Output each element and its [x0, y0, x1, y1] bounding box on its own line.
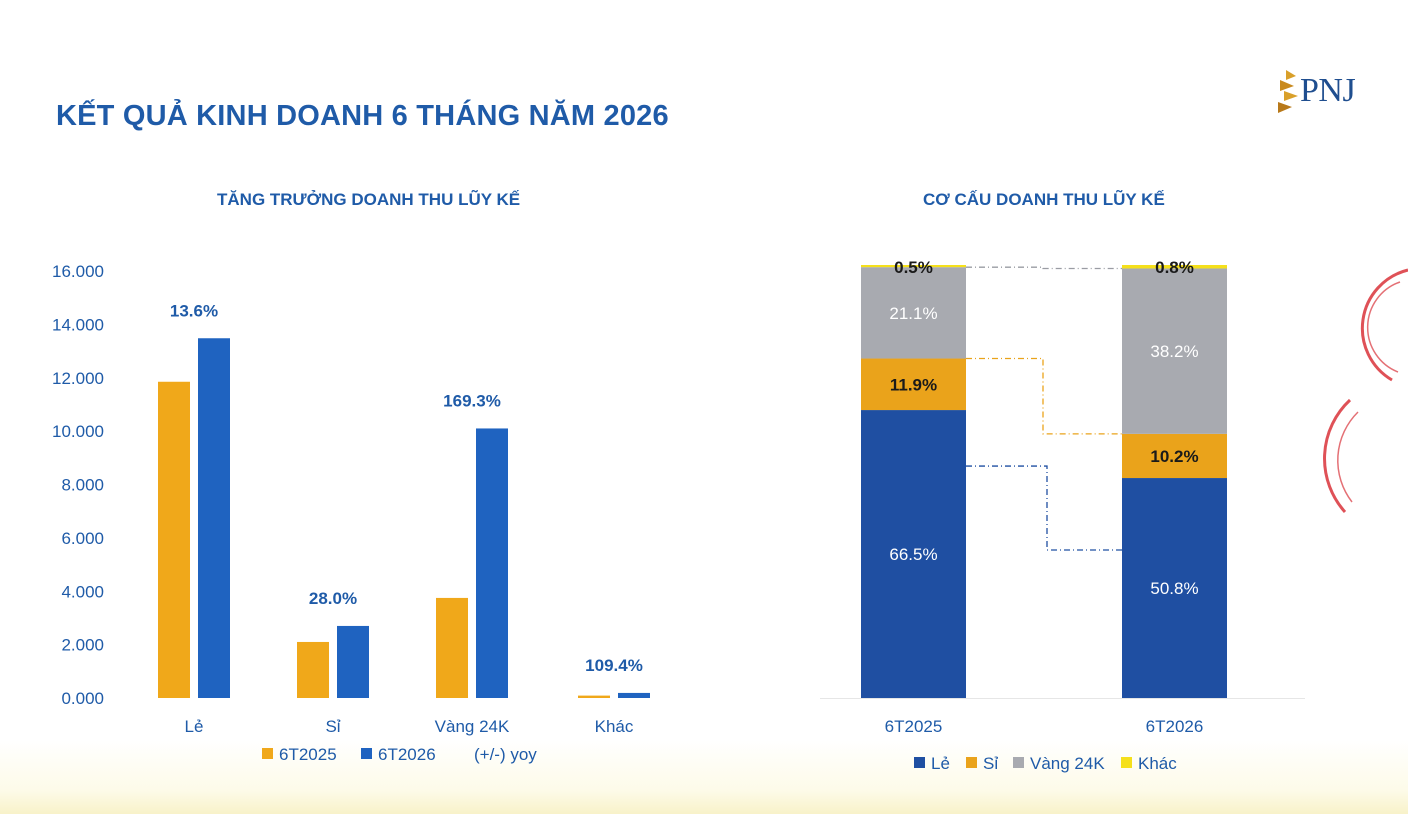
logo-text: PNJ	[1300, 72, 1356, 109]
yoy-label: 169.3%	[443, 391, 501, 410]
revenue-growth-chart: 0.000 2.000 4.000 6.000 8.000 10.000 12.000 14.…	[52, 262, 650, 764]
stack-segment-lẻ	[1122, 478, 1227, 698]
bar-6t2025	[436, 597, 468, 698]
y-tick-label: 8.000	[61, 476, 104, 495]
legend-label: 6T2025	[279, 745, 337, 764]
y-tick-label: 12.000	[52, 369, 104, 388]
segment-label: 11.9%	[890, 375, 937, 394]
x-category-label: Sỉ	[325, 717, 340, 736]
legend-swatch	[1121, 757, 1132, 768]
legend-yoy-label: (+/-) yoy	[474, 745, 537, 764]
x-category-label: Vàng 24K	[435, 717, 510, 736]
segment-label: 10.2%	[1150, 447, 1198, 466]
segment-label: 66.5%	[889, 545, 937, 564]
segment-label: 0.8%	[1155, 258, 1194, 277]
y-tick-label: 6.000	[61, 529, 104, 548]
connector-line	[966, 357, 1122, 435]
pnj-logo: PNJ	[1272, 66, 1384, 122]
y-tick-label: 14.000	[52, 315, 104, 334]
x-category-label: 6T2026	[1146, 717, 1204, 736]
bar-6t2026	[476, 428, 508, 698]
legend-label: Vàng 24K	[1030, 754, 1105, 773]
legend-label: Lẻ	[931, 754, 950, 773]
stack-segment-khác	[1122, 265, 1227, 269]
y-tick-label: 4.000	[61, 582, 104, 601]
legend-label: 6T2026	[378, 745, 436, 764]
stack-segment-vàng-24k	[1122, 268, 1227, 434]
legend-label: Khác	[1138, 754, 1177, 773]
stack-segment-sỉ	[1122, 433, 1227, 479]
y-tick-label: 10.000	[52, 422, 104, 441]
legend-label: Sỉ	[983, 754, 998, 773]
y-tick-label: 2.000	[61, 636, 104, 655]
stack-segment-khác	[861, 265, 966, 268]
bar-6t2025	[578, 695, 610, 698]
yoy-label: 109.4%	[585, 656, 643, 675]
segment-label: 0.5%	[894, 258, 933, 277]
bar-6t2025	[158, 381, 190, 698]
yoy-label: 28.0%	[309, 589, 357, 608]
structure-chart-title: CƠ CẤU DOANH THU LŨY KẾ	[923, 190, 1165, 209]
growth-chart-title: TĂNG TRƯỞNG DOANH THU LŨY KẾ	[217, 190, 521, 209]
stack-segment-vàng-24k	[861, 267, 966, 359]
bar-6t2026	[198, 338, 230, 698]
connector-line	[966, 465, 1122, 551]
pnj-logo-mark-icon	[1278, 70, 1298, 113]
legend-swatch	[966, 757, 977, 768]
legend-swatch-6t2026	[361, 748, 372, 759]
segment-label: 38.2%	[1150, 342, 1198, 361]
legend-swatch-6t2025	[262, 748, 273, 759]
yoy-label: 13.6%	[170, 301, 218, 320]
page-title: KẾT QUẢ KINH DOANH 6 THÁNG NĂM 2026	[56, 100, 669, 132]
legend-swatch	[914, 757, 925, 768]
x-category-label: Khác	[595, 717, 634, 736]
segment-label: 21.1%	[889, 304, 937, 323]
bar-6t2026	[618, 692, 650, 698]
bar-6t2025	[297, 641, 329, 698]
connector-line	[966, 266, 1122, 270]
y-tick-label: 0.000	[61, 689, 104, 708]
y-tick-label: 16.000	[52, 262, 104, 281]
legend-swatch	[1013, 757, 1024, 768]
bar-6t2026	[337, 625, 369, 698]
stack-segment-sỉ	[861, 358, 966, 411]
stack-segment-lẻ	[861, 410, 966, 698]
segment-label: 50.8%	[1150, 579, 1198, 598]
x-category-label: Lẻ	[185, 717, 204, 736]
x-category-label: 6T2025	[885, 717, 943, 736]
